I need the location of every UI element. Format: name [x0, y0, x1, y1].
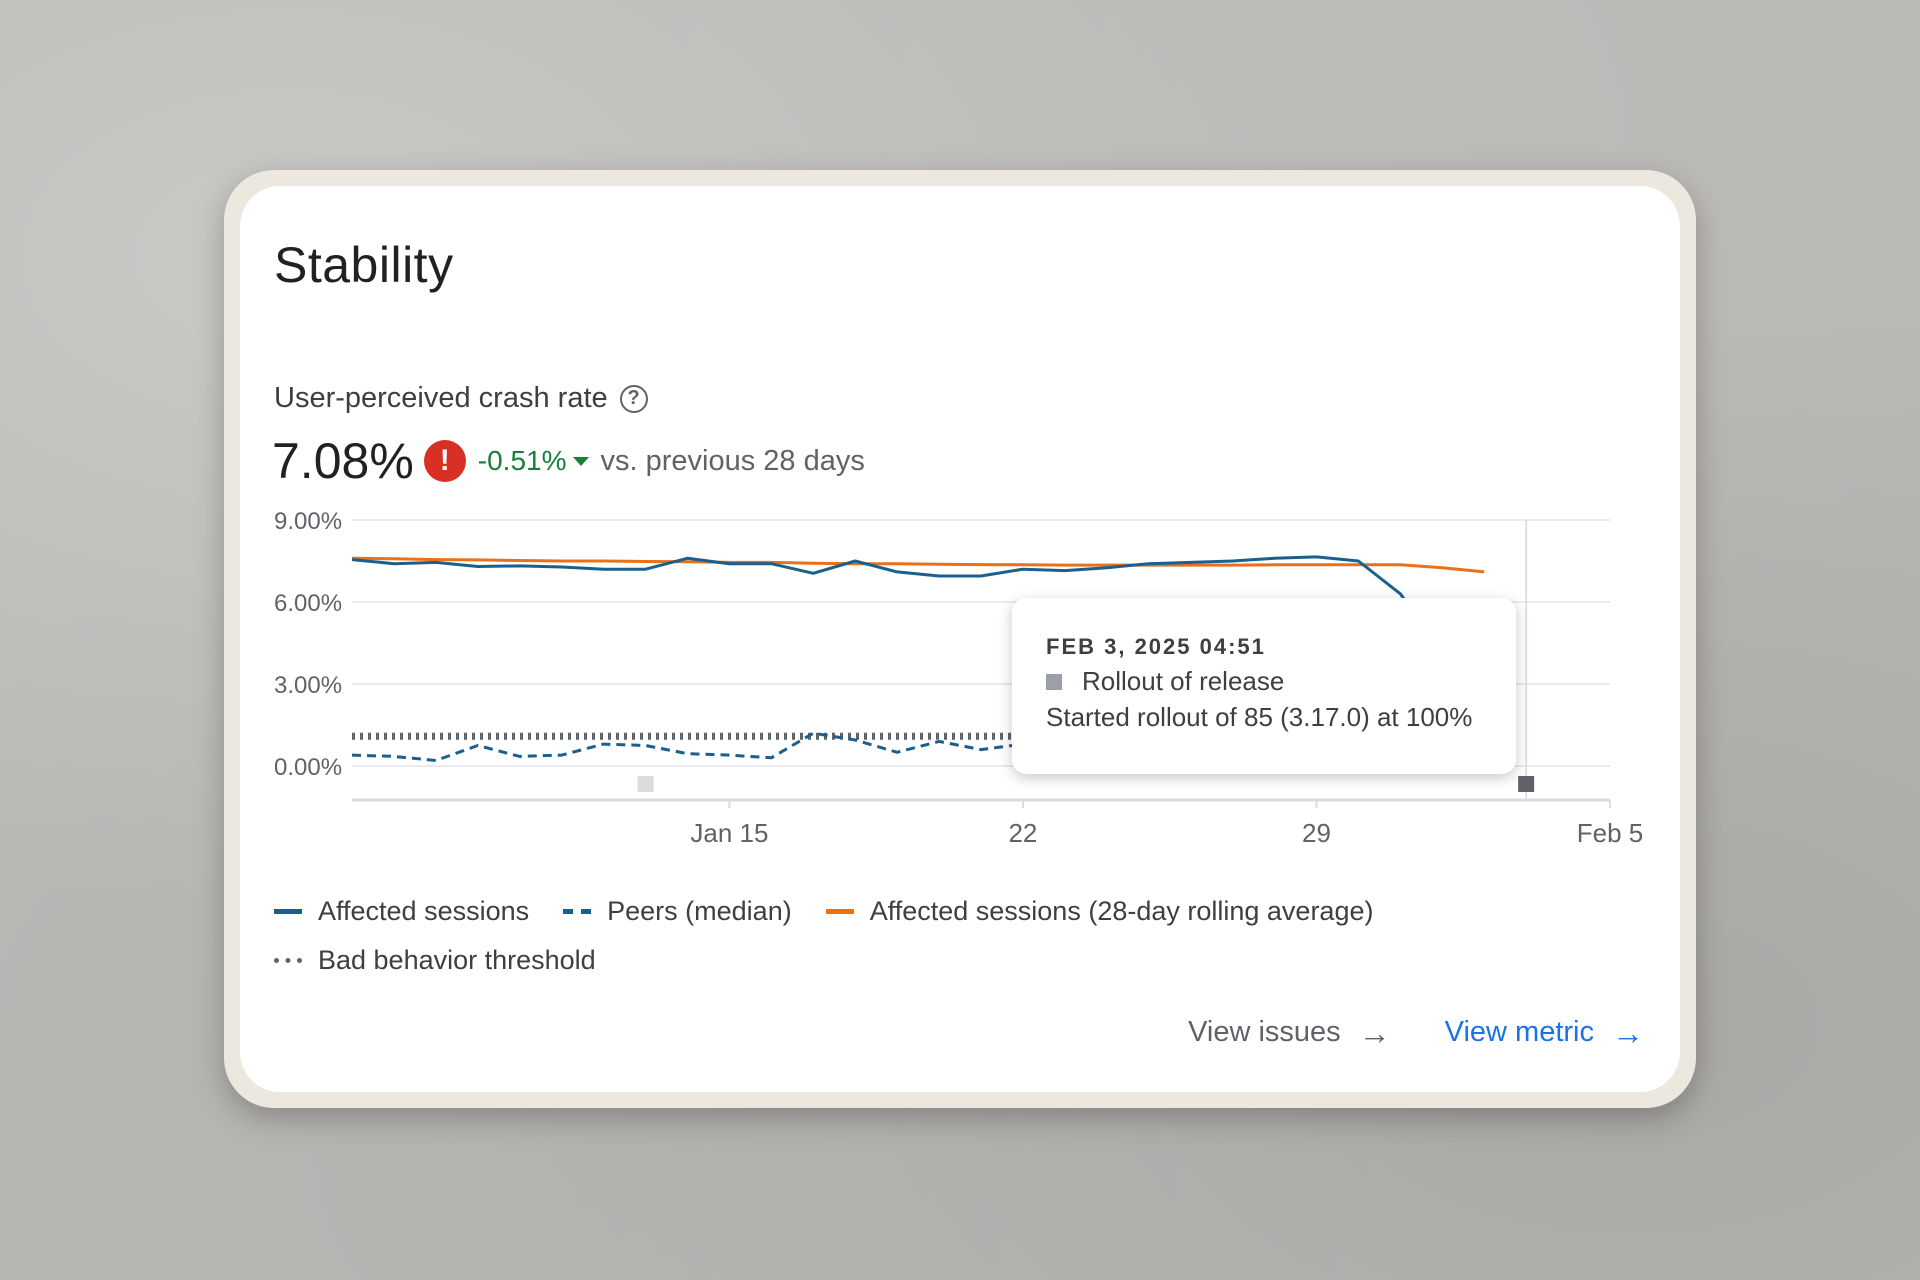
dotted-line-swatch: [274, 958, 302, 963]
stability-card: Stability User-perceived crash rate ? 7.…: [240, 186, 1680, 1092]
y-tick-label: 0.00%: [274, 754, 342, 781]
x-tick-label: 29: [1302, 818, 1331, 848]
affected-sessions-line: [351, 555, 1486, 680]
legend-item-peers-median[interactable]: Peers (median): [563, 896, 792, 927]
card-actions: View issues → View metric →: [1188, 1016, 1644, 1049]
tooltip-description: Started rollout of 85 (3.17.0) at 100%: [1046, 702, 1473, 732]
view-issues-label: View issues: [1188, 1016, 1341, 1048]
y-tick-label: 6.00%: [274, 590, 342, 617]
release-marker-icon: [1046, 673, 1062, 690]
x-tick-label: Feb 5: [1577, 818, 1644, 848]
legend-label: Affected sessions (28-day rolling averag…: [869, 896, 1374, 926]
delta-value: -0.51%: [477, 445, 567, 476]
tooltip-date: FEB 3, 2025 04:51: [1046, 634, 1266, 659]
legend-item-affected-sessions[interactable]: Affected sessions: [274, 896, 529, 927]
card-title: Stability: [274, 237, 454, 293]
legend-item-rolling-average[interactable]: Affected sessions (28-day rolling averag…: [825, 896, 1374, 927]
comparison-text: vs. previous 28 days: [600, 444, 865, 477]
x-tick-label: Jan 15: [690, 818, 768, 848]
legend-label: Affected sessions: [318, 896, 530, 926]
chart-tooltip: FEB 3, 2025 04:51 Rollout of release Sta…: [1012, 598, 1516, 774]
solid-line-swatch: [825, 909, 854, 914]
arrow-right-icon: →: [1612, 1014, 1644, 1051]
tooltip-event-row: Rollout of release: [1046, 666, 1284, 697]
view-metric-label: View metric: [1444, 1016, 1594, 1048]
y-tick-label: 3.00%: [274, 672, 342, 699]
metric-label-row: User-perceived crash rate ?: [274, 382, 648, 415]
y-tick-label: 9.00%: [274, 508, 342, 535]
delta-badge: -0.51%: [478, 445, 589, 477]
metric-value: 7.08%: [272, 433, 414, 489]
card-frame: Stability User-perceived crash rate ? 7.…: [224, 170, 1696, 1108]
alert-icon[interactable]: !: [423, 440, 466, 482]
chart-legend: Affected sessions Peers (median) Affecte…: [274, 896, 1574, 976]
release-marker: [637, 776, 654, 792]
view-metric-button[interactable]: View metric →: [1445, 1016, 1644, 1049]
solid-line-swatch: [274, 909, 302, 914]
arrow-right-icon: →: [1358, 1014, 1391, 1051]
rolling-average-line: [351, 556, 1485, 574]
x-tick-label: 22: [1008, 818, 1037, 848]
dashed-line-swatch: [563, 909, 592, 914]
view-issues-button[interactable]: View issues →: [1188, 1016, 1391, 1049]
legend-item-bad-behavior-threshold[interactable]: Bad behavior threshold: [274, 945, 596, 976]
metric-label: User-perceived crash rate: [274, 382, 608, 414]
legend-label: Peers (median): [607, 896, 792, 926]
arrow-down-icon: [572, 456, 589, 466]
tooltip-title: Rollout of release: [1082, 666, 1285, 696]
legend-label: Bad behavior threshold: [318, 945, 596, 975]
release-marker-selected: [1518, 776, 1535, 792]
help-icon[interactable]: ?: [619, 384, 648, 413]
metric-row: 7.08% ! -0.51% vs. previous 28 days: [272, 432, 865, 490]
